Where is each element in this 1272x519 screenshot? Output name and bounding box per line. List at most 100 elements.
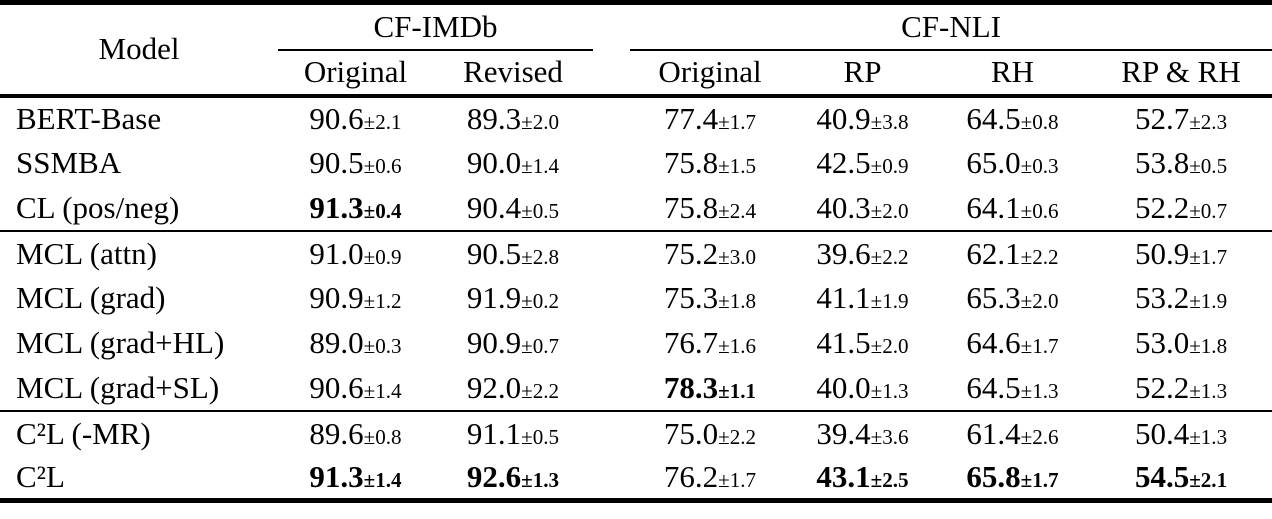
value-stddev: ±2.8 [521,244,560,269]
value-stddev: ±2.5 [870,467,909,492]
col-header-imdb-original: Original [278,49,433,98]
model-cell: MCL (attn) [0,229,278,276]
value-stddev: ±2.3 [1189,110,1228,134]
value-cell: 43.1±2.5 [790,456,935,501]
value-stddev: ±2.1 [363,110,402,134]
column-spacer [593,366,630,411]
value-mean: 75.0 [663,415,719,451]
table-row: C²L 91.3±1.4 92.6±1.3 76.2±1.7 43.1±2.5 65.8±… [0,456,1272,501]
column-spacer [593,141,630,186]
value-stddev: ±1.8 [718,289,757,313]
value-mean: 41.1 [816,280,871,315]
value-cell: 78.3±1.1 [630,366,790,411]
value-stddev: ±1.4 [363,378,402,403]
value-mean: 65.3 [966,280,1021,315]
col-header-nli-rh: RH [935,49,1091,98]
value-mean: 64.5 [966,101,1021,136]
value-stddev: ±1.7 [1020,467,1059,492]
value-stddev: ±0.4 [363,198,402,223]
table-row: C²L (-MR) 89.6±0.8 91.1±0.5 75.0±2.2 39.4±3.… [0,409,1272,456]
value-mean: 50.4 [1134,415,1190,451]
value-mean: 40.9 [816,101,871,136]
value-cell: 91.3±1.4 [278,456,433,501]
value-stddev: ±1.9 [1189,289,1228,313]
value-mean: 76.2 [663,458,719,494]
value-mean: 75.2 [663,235,719,271]
value-mean: 64.6 [966,325,1021,360]
model-cell: BERT-Base [16,101,162,136]
table-row: BERT-Base 90.6±2.1 89.3±2.0 77.4±1.7 40.9±3.… [0,96,1272,141]
value-stddev: ±1.3 [870,378,909,403]
value-cell: 91.3±0.4 [278,186,433,231]
value-cell: 89.3±2.0 [433,96,593,141]
value-cell: 52.7±2.3 [1090,96,1272,141]
value-cell: 41.1±1.9 [790,276,935,321]
table-row: MCL (grad+SL) 90.6±1.4 92.0±2.2 78.3±1.1 40.… [0,366,1272,411]
value-stddev: ±1.3 [1189,378,1228,403]
value-stddev: ±0.8 [1020,110,1059,134]
value-stddev: ±0.7 [521,334,560,358]
value-cell: 76.2±1.7 [630,456,790,501]
value-cell: 50.9±1.7 [1090,229,1272,276]
value-stddev: ±1.5 [718,154,757,178]
value-stddev: ±2.0 [521,110,560,134]
value-cell: 75.0±2.2 [630,409,791,456]
value-mean: 75.8 [663,189,719,225]
value-mean: 90.4 [466,189,522,225]
value-mean: 91.9 [466,280,522,315]
value-stddev: ±2.2 [1020,244,1059,269]
group-header-cf-imdb: CF-IMDb [278,2,594,51]
value-stddev: ±3.8 [870,110,909,134]
col-header-nli-rp-rh: RP & RH [1090,49,1272,98]
value-stddev: ±1.3 [521,467,560,492]
value-mean: 90.6 [309,369,364,405]
col-header-imdb-revised: Revised [433,49,594,98]
value-mean: 90.9 [466,325,522,360]
column-spacer [593,409,631,456]
value-mean: 52.2 [1134,369,1190,405]
value-cell: 90.9±0.7 [433,321,593,366]
value-stddev: ±0.6 [363,154,402,178]
group-header-row: Model CF-IMDb CF-NLI [0,2,1272,98]
value-mean: 91.3 [309,189,364,225]
value-mean: 52.7 [1134,101,1190,136]
value-stddev: ±0.3 [363,334,402,358]
value-mean: 40.0 [816,369,871,405]
value-cell: 40.3±2.0 [790,186,935,231]
value-stddev: ±1.6 [718,334,757,358]
value-mean: 90.0 [466,145,522,180]
value-stddev: ±0.5 [521,198,560,223]
value-mean: 39.6 [816,235,871,271]
column-spacer [593,229,631,276]
value-mean: 90.6 [309,101,364,136]
table-row: MCL (attn) 91.0±0.9 90.5±2.8 75.2±3.0 39.6±2… [0,229,1272,276]
value-mean: 91.3 [309,458,364,494]
value-cell: 75.2±3.0 [630,229,791,276]
column-spacer [593,456,630,501]
value-stddev: ±0.7 [1189,198,1228,223]
model-column-header: Model [0,2,278,98]
value-mean: 90.9 [309,280,364,315]
value-mean: 53.8 [1134,145,1190,180]
value-cell: 53.2±1.9 [1090,276,1272,321]
value-stddev: ±1.4 [521,154,560,178]
col-header-nli-rp: RP [790,49,936,98]
table-row: MCL (grad+HL) 89.0±0.3 90.9±0.7 76.7±1.6 41.… [0,321,1272,366]
column-spacer [593,321,630,366]
value-mean: 39.4 [816,415,871,451]
value-cell: 64.1±0.6 [935,186,1090,231]
value-cell: 91.9±0.2 [433,276,593,321]
model-cell: MCL (grad+HL) [16,325,225,360]
value-cell: 90.5±2.8 [433,229,594,276]
value-mean: 64.5 [966,369,1021,405]
model-cell: CL (pos/neg) [16,189,180,225]
value-cell: 62.1±2.2 [935,229,1091,276]
value-cell: 92.0±2.2 [433,366,593,411]
column-spacer [593,186,630,231]
value-mean: 43.1 [816,458,871,494]
value-mean: 92.0 [466,369,522,405]
value-stddev: ±2.1 [1189,467,1228,492]
value-cell: 90.6±2.1 [278,96,433,141]
table-row: CL (pos/neg) 91.3±0.4 90.4±0.5 75.8±2.4 40.3… [0,186,1272,231]
